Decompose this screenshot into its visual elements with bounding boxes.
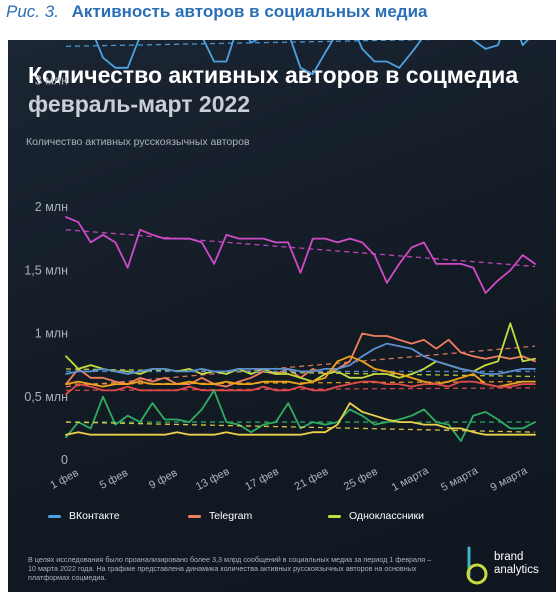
x-tick-label: 17 фев xyxy=(243,465,281,493)
series-line-8 xyxy=(65,402,536,436)
legend-item-telegram: Telegram xyxy=(188,510,252,522)
logo-line-2: analytics xyxy=(494,564,539,576)
chart-subtitle: февраль-март 2022 xyxy=(28,91,251,117)
x-tick-label: 13 фев xyxy=(194,465,232,493)
y-tick-label: 1,5 млн xyxy=(24,263,68,277)
logo-line-1: brand xyxy=(494,551,524,563)
y-tick-label: 0 xyxy=(61,453,68,467)
y-tick-label: 3 млн xyxy=(35,74,68,88)
legend-label: ВКонтакте xyxy=(69,510,120,522)
legend-swatch xyxy=(48,514,61,518)
legend-swatch xyxy=(328,514,341,518)
series-line-0 xyxy=(94,40,529,76)
legend-swatch xyxy=(188,514,201,518)
series-line-7 xyxy=(65,389,536,442)
footnote: В целях исследования было проанализирова… xyxy=(28,555,432,582)
logo-mark-icon xyxy=(466,546,488,585)
y-tick-label: 1 млн xyxy=(35,327,68,341)
x-tick-label: 1 фев xyxy=(48,467,80,492)
x-tick-label: 25 фев xyxy=(342,465,380,493)
x-tick-label: 5 марта xyxy=(439,464,481,494)
x-tick-label: 1 марта xyxy=(390,464,432,494)
legend-label: Telegram xyxy=(209,510,253,522)
legend-item-vkontakte: ВКонтакте xyxy=(48,510,120,522)
trendline-0 xyxy=(65,40,437,47)
legend-label: Одноклассники xyxy=(349,510,425,522)
trendline-2 xyxy=(65,368,536,378)
series-line-5 xyxy=(65,355,536,388)
trendline-1 xyxy=(65,345,536,388)
chart-panel: Количество активных авторов в соцмедиа ф… xyxy=(8,40,556,592)
series-line-6 xyxy=(65,380,536,396)
trendline-5 xyxy=(65,380,536,385)
x-tick-label: 5 фев xyxy=(98,467,130,492)
legend: ВКонтакте Telegram Одноклассники xyxy=(48,510,528,526)
series-line-4 xyxy=(65,342,536,375)
figure-number: Рис. 3. xyxy=(6,2,59,21)
trendline-3 xyxy=(65,229,536,268)
figure-title: Активность авторов в социальных медиа xyxy=(71,2,428,21)
y-tick-label: 2 млн xyxy=(35,200,68,214)
brand-analytics-logo: brand analytics xyxy=(462,545,552,589)
trendline-6 xyxy=(65,387,536,392)
x-tick-label: 9 марта xyxy=(489,464,531,494)
y-tick-label: 0,5 млн xyxy=(24,390,68,404)
trendline-8 xyxy=(65,421,536,433)
x-tick-label: 9 фев xyxy=(147,467,179,492)
chart-title: Количество активных авторов в соцмедиа xyxy=(28,62,519,88)
legend-item-odnoklassniki: Одноклассники xyxy=(328,510,424,522)
figure-caption: Рис. 3. Активность авторов в социальных … xyxy=(6,2,427,22)
y-axis-label: Количество активных русскоязычных авторо… xyxy=(26,136,250,148)
x-tick-label: 21 фев xyxy=(293,465,331,493)
series-line-3 xyxy=(65,216,536,294)
